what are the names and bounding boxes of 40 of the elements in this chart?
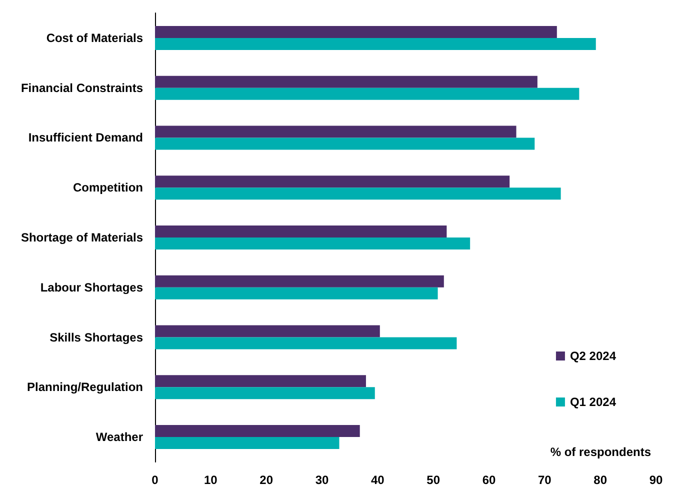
bar [155, 437, 340, 450]
y-tick-label: Cost of Materials [46, 30, 144, 45]
legend-label: Q1 2024 [570, 395, 616, 409]
y-tick-label: Competition [73, 180, 143, 195]
bar [155, 275, 444, 288]
bar [155, 375, 366, 388]
bar [155, 188, 561, 200]
y-tick-label: Shortage of Materials [20, 230, 144, 244]
y-tick-label: Skills Shortages [50, 330, 144, 344]
y-tick-label: Financial Constraints [20, 80, 144, 95]
x-tick-label: 70 [538, 473, 552, 487]
y-tick-label: Planning/Regulation [27, 380, 143, 394]
bar [155, 238, 470, 250]
y-tick-label: Labour Shortages [40, 280, 144, 294]
bar [155, 387, 375, 400]
bar [155, 126, 516, 138]
y-tick-label: Weather [96, 430, 144, 444]
x-tick-label: 90 [649, 473, 663, 487]
x-tick-label: 10 [204, 473, 218, 487]
x-tick-label: 30 [315, 473, 329, 487]
x-tick-label: 40 [370, 473, 385, 487]
bar [155, 138, 535, 150]
x-tick-label: 20 [260, 473, 274, 487]
bar [155, 425, 360, 438]
x-tick-label: 0 [152, 473, 159, 487]
x-tick-label: 80 [594, 473, 608, 487]
bar [155, 287, 438, 300]
bar [155, 325, 380, 338]
legend-label: Q2 2024 [570, 349, 616, 363]
bar [155, 76, 538, 88]
bar [155, 176, 510, 188]
bar [155, 88, 580, 100]
x-tick-label: 60 [482, 473, 496, 487]
bar [155, 226, 447, 238]
x-tick-label: 50 [426, 473, 440, 487]
annotation: % of respondents [550, 445, 652, 459]
bar [155, 38, 596, 50]
bar [155, 26, 557, 38]
y-tick-label: Insufficient Demand [28, 130, 143, 145]
bar [155, 337, 457, 350]
